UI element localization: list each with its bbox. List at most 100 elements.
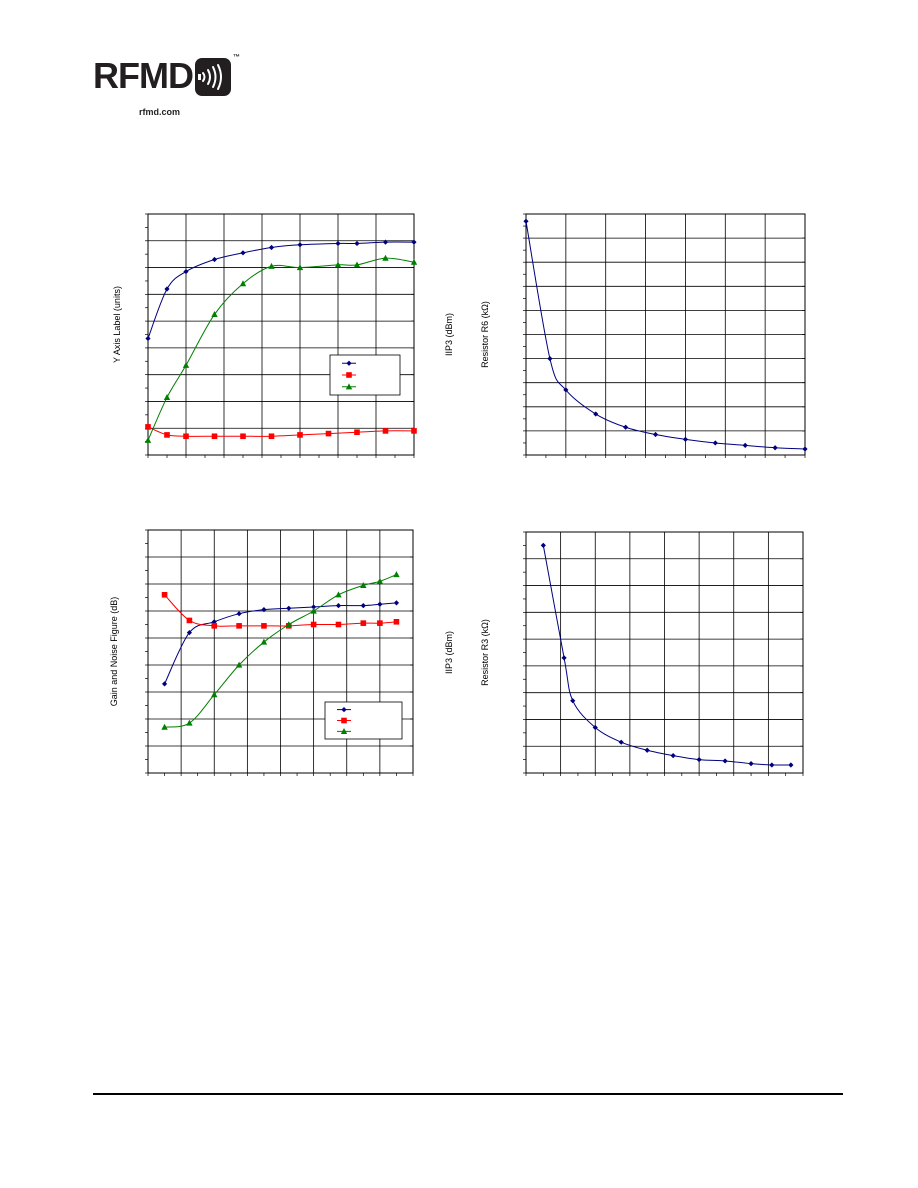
legend-marker xyxy=(345,383,353,390)
data-point xyxy=(618,739,624,745)
data-point xyxy=(623,424,629,430)
data-point xyxy=(353,261,361,268)
data-point xyxy=(268,244,275,251)
data-point xyxy=(161,681,168,687)
plot-frame xyxy=(147,213,415,456)
data-point xyxy=(382,428,389,434)
data-point xyxy=(261,607,267,613)
data-point xyxy=(296,264,304,271)
legend-marker xyxy=(341,717,347,724)
y-axis-label: Y Axis Label (units) xyxy=(112,286,122,363)
data-point xyxy=(186,719,193,726)
data-point xyxy=(410,258,418,265)
series-line xyxy=(525,221,806,450)
data-point xyxy=(335,591,342,598)
series-1 xyxy=(145,239,417,342)
data-point xyxy=(354,429,360,436)
chart-3: Gain and Noise Figure (dB) xyxy=(109,529,414,776)
data-point xyxy=(523,218,529,224)
data-point xyxy=(236,611,242,617)
data-point xyxy=(164,286,170,292)
data-point xyxy=(161,592,168,598)
data-point xyxy=(593,411,599,417)
data-point xyxy=(311,604,317,610)
data-point xyxy=(268,433,275,440)
data-point xyxy=(164,432,170,438)
logo-url: rfmd.com xyxy=(139,107,181,117)
data-point xyxy=(261,623,267,629)
data-point xyxy=(670,752,676,759)
data-point xyxy=(211,619,217,625)
series-1 xyxy=(161,600,400,687)
data-point xyxy=(145,424,151,430)
data-point xyxy=(354,240,360,247)
data-point xyxy=(360,603,366,609)
data-point xyxy=(547,356,553,362)
data-point xyxy=(722,758,728,764)
data-point xyxy=(570,698,576,704)
data-point xyxy=(240,250,246,256)
data-point xyxy=(335,621,342,628)
data-point xyxy=(393,600,400,606)
legend-box xyxy=(329,354,401,396)
legend-marker xyxy=(346,372,352,378)
data-point xyxy=(182,361,190,368)
legend-box xyxy=(324,701,403,740)
data-point xyxy=(376,577,384,584)
data-point xyxy=(183,268,189,275)
data-point xyxy=(802,446,808,452)
data-point xyxy=(377,620,383,626)
data-point xyxy=(297,242,303,248)
data-point xyxy=(145,335,151,342)
data-point xyxy=(788,762,794,768)
data-point xyxy=(748,761,754,767)
data-point xyxy=(335,603,342,609)
chart-2: IIP3 (dBm) Resistor R6 (kΩ) xyxy=(444,213,808,458)
data-point xyxy=(644,747,650,753)
data-point xyxy=(335,240,341,247)
data-point xyxy=(268,262,275,269)
data-point xyxy=(211,311,218,318)
data-point xyxy=(211,256,218,263)
series-3 xyxy=(161,571,400,730)
data-point xyxy=(682,436,689,442)
data-point xyxy=(696,757,702,763)
data-point xyxy=(742,442,748,448)
data-point xyxy=(712,440,718,446)
data-point xyxy=(382,254,389,261)
data-point xyxy=(260,638,268,645)
data-point xyxy=(211,691,218,698)
data-point xyxy=(561,655,567,661)
legend-marker xyxy=(346,360,352,366)
data-point xyxy=(360,620,367,626)
data-point xyxy=(239,280,247,287)
y-axis-label: IIP3 (dBm) xyxy=(444,313,454,356)
data-point xyxy=(772,445,778,451)
data-point xyxy=(563,387,569,393)
series-1 xyxy=(540,542,794,768)
data-point xyxy=(325,430,332,437)
data-point xyxy=(310,621,317,628)
data-point xyxy=(411,428,417,434)
chart-4: IIP3 (dBm) Resistor R3 (kΩ) xyxy=(444,531,804,776)
y-axis-label-secondary: Resistor R6 (kΩ) xyxy=(480,301,490,368)
data-point xyxy=(393,619,400,625)
data-point xyxy=(286,605,292,611)
data-point xyxy=(186,617,193,624)
y-axis-label: Gain and Noise Figure (dB) xyxy=(109,597,119,707)
data-point xyxy=(285,621,292,628)
data-point xyxy=(297,432,303,438)
data-point xyxy=(360,581,367,588)
data-point xyxy=(652,431,659,438)
data-point xyxy=(161,723,168,730)
logo-wordmark: RFMD xyxy=(93,55,194,96)
data-point xyxy=(240,433,246,440)
series-3 xyxy=(144,254,418,443)
data-point xyxy=(186,630,193,636)
rfmd-logo: RFMD ™ rfmd.com xyxy=(93,52,253,122)
data-point xyxy=(411,239,417,245)
data-point xyxy=(211,433,218,440)
data-point xyxy=(377,601,383,607)
series-2 xyxy=(145,424,417,440)
